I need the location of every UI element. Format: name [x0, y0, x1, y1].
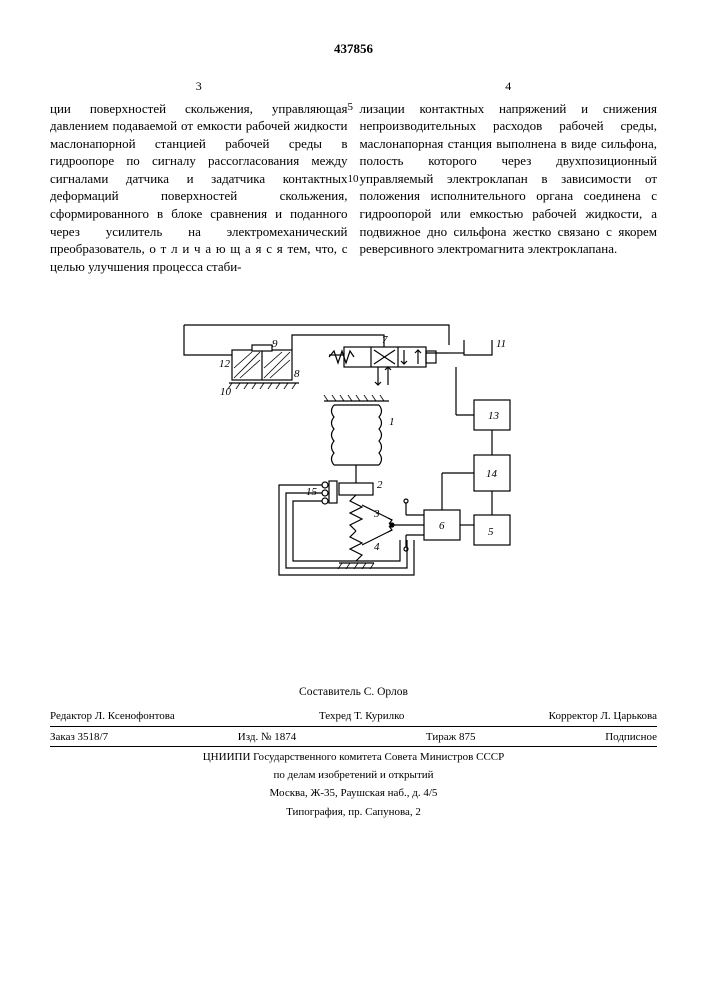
label-15: 15: [306, 486, 318, 498]
label-5: 5: [488, 526, 494, 538]
right-column: 4 5 10 лизации контактных напряжений и с…: [360, 78, 658, 276]
org2: по делам изобретений и открытий: [50, 768, 657, 783]
schematic-figure: 11 12 9 8 10: [50, 305, 657, 605]
label-7: 7: [382, 334, 388, 346]
tirazh: Тираж 875: [426, 730, 476, 745]
label-2: 2: [377, 479, 383, 491]
label-13: 13: [488, 410, 500, 422]
text-columns: 3 ции поверхностей скольжения, управляющ…: [50, 78, 657, 276]
label-8: 8: [294, 368, 300, 380]
izd: Изд. № 1874: [238, 730, 296, 745]
page-num-left: 3: [50, 78, 348, 94]
order: Заказ 3518/7: [50, 730, 108, 745]
right-text: лизации контактных напряжений и снижения…: [360, 101, 658, 256]
corrector: Корректор Л. Царькова: [549, 709, 657, 724]
document-number: 437856: [50, 40, 657, 58]
org3: Москва, Ж-35, Раушская наб., д. 4/5: [50, 786, 657, 801]
editor: Редактор Л. Ксенофонтова: [50, 709, 175, 724]
label-4: 4: [374, 541, 380, 553]
line-marker-5: 5: [348, 100, 354, 115]
label-11: 11: [496, 338, 506, 350]
footer: Составитель С. Орлов Редактор Л. Ксенофо…: [50, 685, 657, 820]
label-14: 14: [486, 468, 498, 480]
left-column: 3 ции поверхностей скольжения, управляющ…: [50, 78, 348, 276]
label-12: 12: [219, 358, 231, 370]
label-6: 6: [439, 520, 445, 532]
roles-row: Редактор Л. Ксенофонтова Техред Т. Курил…: [50, 709, 657, 727]
org1: ЦНИИПИ Государственного комитета Совета …: [50, 750, 657, 765]
sub: Подписное: [605, 730, 657, 745]
line-marker-10: 10: [348, 172, 359, 187]
pub-row: Заказ 3518/7 Изд. № 1874 Тираж 875 Подпи…: [50, 730, 657, 748]
techred: Техред Т. Курилко: [319, 709, 404, 724]
typography: Типография, пр. Сапунова, 2: [50, 805, 657, 820]
left-text: ции поверхностей скольжения, управляющая…: [50, 101, 348, 274]
label-9: 9: [272, 338, 278, 350]
schematic-svg: 11 12 9 8 10: [174, 305, 534, 605]
label-1: 1: [389, 416, 395, 428]
page-num-right: 4: [360, 78, 658, 94]
label-10: 10: [220, 386, 232, 398]
author-line: Составитель С. Орлов: [50, 685, 657, 701]
